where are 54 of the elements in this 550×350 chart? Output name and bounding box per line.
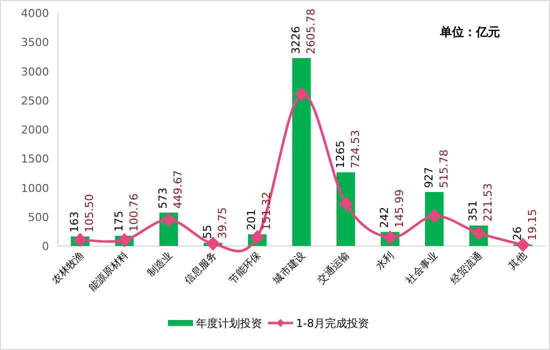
x-tick-label: 信息服务	[182, 250, 220, 286]
legend-label: 年度计划投资	[196, 317, 262, 330]
data-label: 151.32	[260, 192, 274, 230]
point	[250, 230, 264, 244]
data-label: 573	[156, 188, 170, 209]
x-tick-label: 节能环保	[226, 250, 264, 286]
y-tick-label: 1500	[21, 152, 49, 166]
data-label: 515.78	[437, 150, 450, 188]
data-label: 242	[378, 206, 392, 228]
legend-label: 1-8月完成投资	[296, 317, 369, 330]
data-label: 2605.78	[304, 8, 318, 54]
point	[206, 236, 220, 251]
y-tick-label: 2500	[21, 94, 49, 108]
data-label: 1265	[334, 140, 347, 168]
point	[383, 230, 398, 244]
x-tick-label: 农林牧渔	[49, 250, 86, 286]
data-label: 724.53	[348, 130, 362, 168]
x-tick-label: 城市建设	[270, 250, 308, 288]
x-tick-label: 制造业	[145, 250, 175, 280]
y-tick-label: 4000	[21, 7, 49, 20]
data-label: 3226	[290, 26, 302, 54]
data-label: 39.75	[216, 207, 229, 239]
bar	[292, 58, 311, 246]
data-label: 19.15	[526, 208, 539, 240]
data-label: 26	[510, 226, 524, 240]
x-tick-label: 社会事业	[404, 250, 440, 286]
data-label: 201	[245, 209, 258, 230]
data-label: 55	[200, 224, 214, 239]
point	[294, 87, 308, 102]
x-tick-label: 能源原材料	[86, 250, 131, 294]
data-label: 145.99	[393, 189, 406, 228]
y-tick-label: 0	[42, 240, 49, 253]
y-tick-label: 2000	[21, 124, 49, 136]
x-tick-label: 其他	[506, 250, 529, 272]
x-tick-label: 交通运输	[315, 250, 352, 286]
point	[117, 233, 132, 248]
data-label: 927	[422, 167, 436, 188]
annotation: 单位：亿元	[439, 25, 500, 39]
x-tick-label: 水利	[374, 250, 396, 272]
point	[338, 196, 353, 211]
point	[162, 212, 176, 227]
data-label: 105.50	[83, 194, 96, 233]
data-label: 163	[68, 212, 82, 233]
data-label: 221.53	[482, 183, 495, 222]
y-tick-label: 500	[28, 210, 49, 224]
data-label: 351	[466, 200, 480, 222]
data-label: 100.76	[127, 193, 140, 232]
y-tick-label: 3500	[21, 36, 49, 50]
data-label: 175	[112, 210, 126, 232]
data-label: 449.67	[172, 170, 185, 209]
point	[73, 232, 88, 247]
y-tick-label: 3000	[21, 65, 49, 78]
x-tick-label: 经贸流通	[448, 250, 485, 286]
y-tick-label: 1000	[21, 182, 49, 195]
